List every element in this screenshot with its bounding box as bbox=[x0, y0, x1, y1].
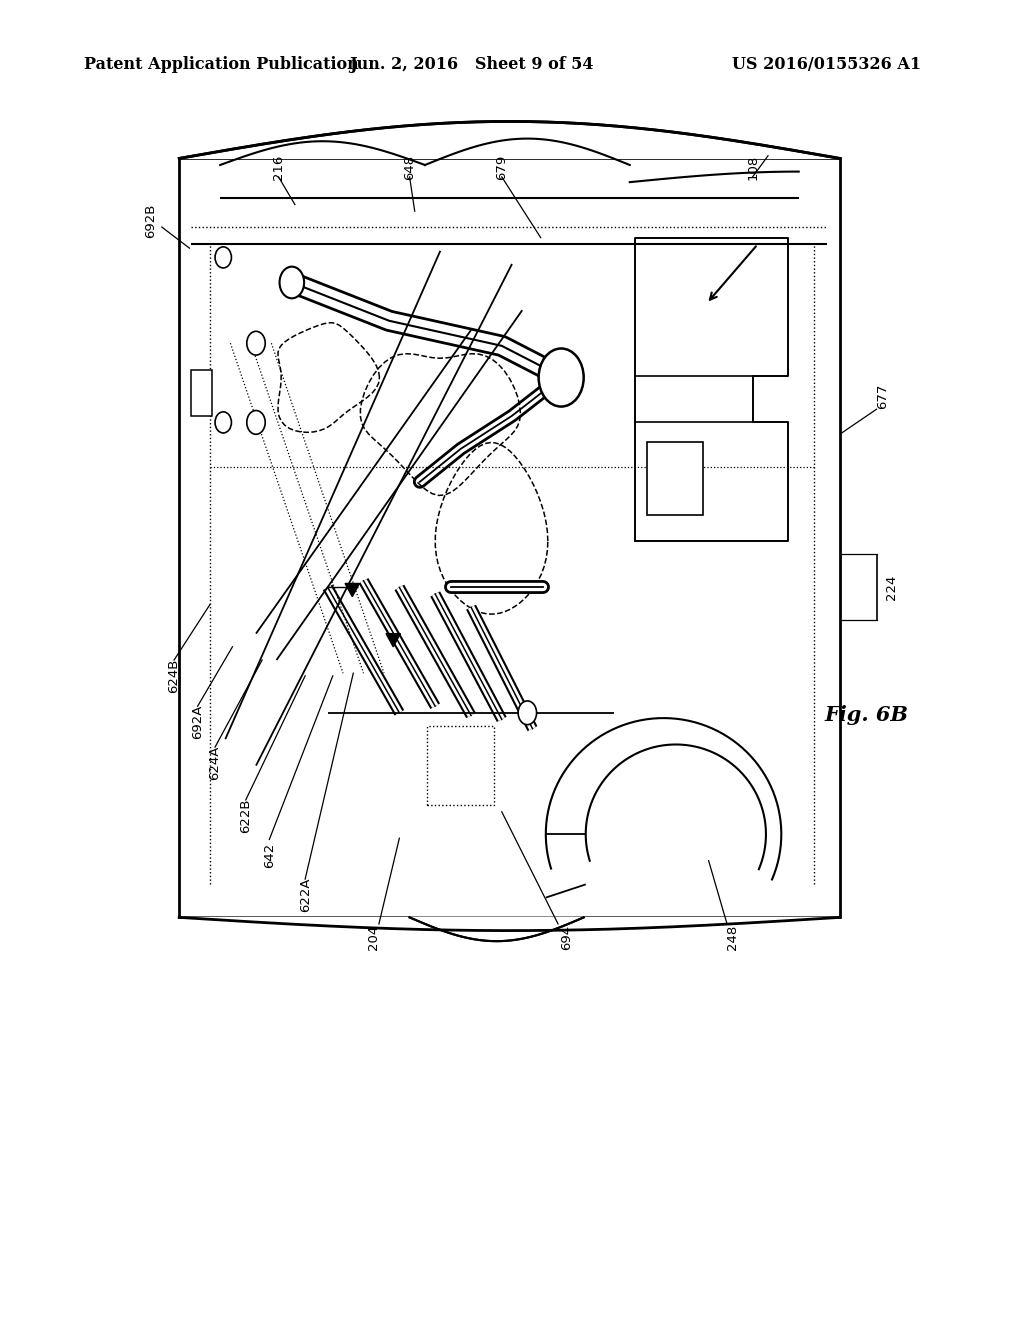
Polygon shape bbox=[179, 121, 840, 158]
Text: Patent Application Publication: Patent Application Publication bbox=[84, 57, 358, 73]
Text: 642: 642 bbox=[263, 842, 275, 869]
Bar bbox=[179, 158, 840, 917]
Text: 679: 679 bbox=[496, 154, 508, 181]
Polygon shape bbox=[345, 583, 359, 597]
Text: 692A: 692A bbox=[191, 705, 204, 739]
Bar bbox=[427, 726, 494, 805]
Text: Jun. 2, 2016   Sheet 9 of 54: Jun. 2, 2016 Sheet 9 of 54 bbox=[349, 57, 593, 73]
Polygon shape bbox=[179, 917, 840, 931]
Text: 622B: 622B bbox=[240, 799, 252, 833]
Text: 624A: 624A bbox=[209, 746, 221, 780]
Text: 624B: 624B bbox=[168, 659, 180, 693]
Bar bbox=[191, 370, 212, 416]
Text: 622A: 622A bbox=[299, 878, 311, 912]
Polygon shape bbox=[410, 917, 584, 941]
Ellipse shape bbox=[280, 267, 304, 298]
Text: 248: 248 bbox=[726, 924, 738, 950]
Ellipse shape bbox=[247, 331, 265, 355]
Bar bbox=[647, 442, 703, 515]
Ellipse shape bbox=[215, 412, 231, 433]
Text: 224: 224 bbox=[885, 574, 898, 601]
Ellipse shape bbox=[518, 701, 537, 725]
Text: 694: 694 bbox=[560, 924, 572, 950]
Text: 216: 216 bbox=[272, 154, 285, 181]
Text: US 2016/0155326 A1: US 2016/0155326 A1 bbox=[732, 57, 922, 73]
Text: 692B: 692B bbox=[144, 203, 157, 238]
Ellipse shape bbox=[247, 411, 265, 434]
Ellipse shape bbox=[215, 247, 231, 268]
Text: 108: 108 bbox=[746, 154, 759, 181]
Text: Fig. 6B: Fig. 6B bbox=[824, 705, 908, 726]
Text: 648: 648 bbox=[403, 154, 416, 181]
Text: 677: 677 bbox=[877, 383, 889, 409]
Text: 204: 204 bbox=[368, 924, 380, 950]
Polygon shape bbox=[386, 634, 400, 647]
Ellipse shape bbox=[539, 348, 584, 407]
